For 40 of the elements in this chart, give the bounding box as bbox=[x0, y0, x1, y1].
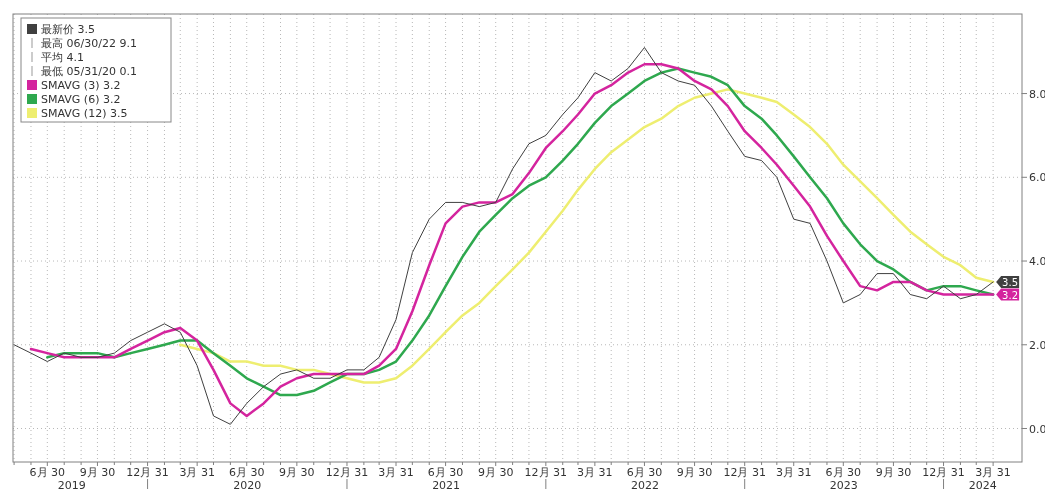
x-tick-label: 12月 31 bbox=[325, 466, 369, 479]
x2-tick-label: 2024 bbox=[968, 479, 997, 491]
y-tick-label: 4.0 bbox=[1029, 255, 1045, 269]
y-tick-label: 8.0 bbox=[1029, 87, 1045, 101]
legend-label: SMAVG (6) 3.2 bbox=[41, 93, 121, 106]
x-tick-label: 6月 30 bbox=[626, 466, 663, 479]
x-tick-label: 12月 31 bbox=[723, 466, 766, 479]
annotation: 最低 05/31/20 0.1 bbox=[41, 65, 137, 78]
x2-tick-label: 2022 bbox=[630, 479, 659, 491]
annotation: 平均 4.1 bbox=[41, 51, 84, 64]
x2-tick-label: 2020 bbox=[233, 479, 262, 491]
x-tick-label: 3月 31 bbox=[179, 466, 215, 479]
x2-tick-label: 2023 bbox=[829, 479, 858, 491]
y-tick-label: 6.0 bbox=[1029, 171, 1045, 185]
legend-label: SMAVG (3) 3.2 bbox=[41, 79, 121, 92]
x-tick-label: 9月 30 bbox=[79, 466, 116, 479]
data-label: 3.5 bbox=[1002, 276, 1019, 288]
data-label: 3.2 bbox=[1002, 289, 1019, 301]
x-tick-label: 9月 30 bbox=[875, 466, 912, 479]
x-tick-label: 6月 30 bbox=[825, 466, 862, 479]
x-tick-label: 9月 30 bbox=[676, 466, 713, 479]
legend-label: 最新价 3.5 bbox=[41, 23, 95, 36]
x-tick-label: 6月 30 bbox=[29, 466, 66, 479]
x-tick-label: 6月 30 bbox=[228, 466, 265, 479]
x-tick-label: 12月 31 bbox=[922, 466, 965, 479]
x-tick-label: 6月 30 bbox=[427, 466, 464, 479]
y-tick-label: 0.0 bbox=[1029, 422, 1045, 436]
legend-label: SMAVG (12) 3.5 bbox=[41, 107, 128, 120]
annotation: 最高 06/30/22 9.1 bbox=[41, 37, 137, 50]
x-tick-label: 3月 31 bbox=[577, 466, 613, 479]
x-tick-label: 3月 31 bbox=[975, 466, 1011, 479]
x-tick-label: 3月 31 bbox=[378, 466, 414, 479]
x-tick-label: 12月 31 bbox=[524, 466, 568, 479]
x-tick-label: 12月 31 bbox=[126, 466, 169, 479]
x-tick-label: 9月 30 bbox=[279, 466, 315, 479]
y-tick-label: 2.0 bbox=[1029, 338, 1045, 352]
x-tick-label: 9月 30 bbox=[477, 466, 514, 479]
x2-tick-label: 2019 bbox=[57, 479, 86, 491]
x2-tick-label: 2021 bbox=[432, 479, 461, 491]
x-tick-label: 3月 31 bbox=[775, 466, 812, 479]
